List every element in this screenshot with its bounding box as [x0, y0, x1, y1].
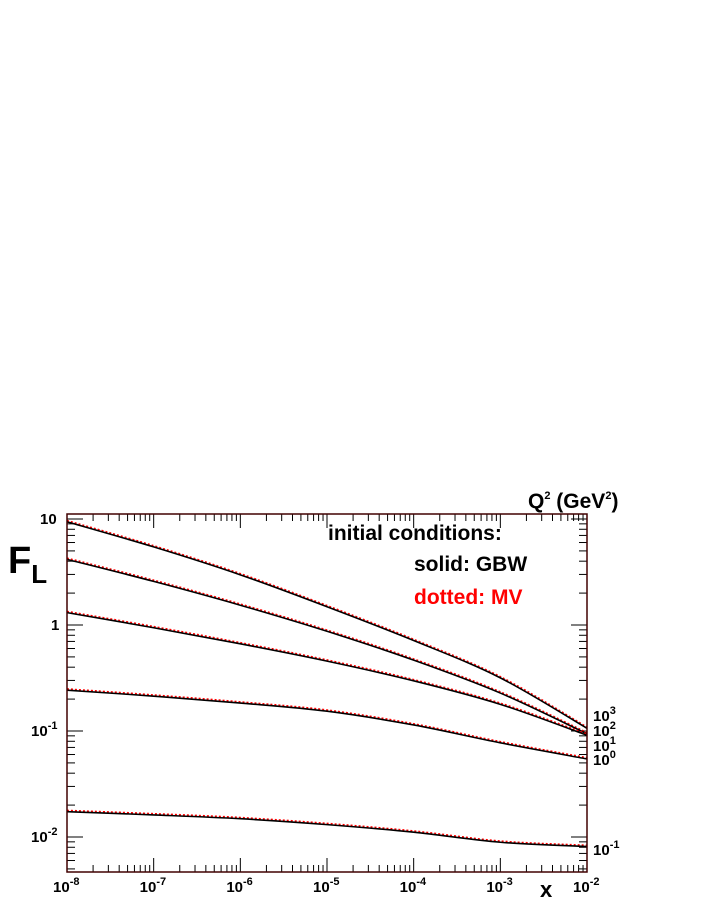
x-tick-exp: -5 [330, 876, 340, 888]
x-axis-label: x [540, 877, 553, 902]
x-tick-base: 10 [53, 879, 70, 896]
curve-label-exp: 2 [610, 720, 616, 732]
x-tick-base: 10 [313, 879, 330, 896]
plot-frame [66, 513, 588, 873]
y-tick-base: 10 [31, 829, 48, 846]
curve-label-base: 10 [593, 752, 610, 769]
mv-curve [66, 688, 588, 759]
x-tick-label: 10-8 [53, 876, 79, 896]
mv-curve [66, 610, 588, 735]
gbw-curve [66, 810, 588, 848]
y-tick-exp: -1 [48, 720, 58, 732]
curves [66, 519, 588, 848]
annotation-title: initial conditions: [328, 522, 502, 545]
legend-title: Q2 (GeV2) [528, 490, 618, 513]
curve-label-base: 10 [593, 842, 610, 859]
gbw-curve [66, 558, 588, 735]
y-tick-label: 10-2 [31, 826, 57, 846]
y-tick-base: 1 [51, 617, 59, 634]
gbw-curve [66, 611, 588, 736]
x-tick-exp: -2 [590, 876, 600, 888]
annotation-solid: solid: GBW [414, 553, 527, 576]
x-tick-label: 10-6 [226, 876, 252, 896]
x-tick-exp: -4 [416, 876, 427, 888]
gbw-curve [66, 520, 588, 729]
x-tick-exp: -8 [70, 876, 80, 888]
x-tick-label: 10-4 [400, 876, 427, 896]
x-tick-base: 10 [400, 879, 417, 896]
curve-label: 103 [593, 705, 616, 725]
curve-label: 100 [593, 749, 616, 769]
curve-label-base: 10 [593, 738, 610, 755]
annotation-dotted: dotted: MV [414, 586, 522, 609]
x-tick-label: 10-2 [573, 876, 599, 896]
mv-curve [66, 557, 588, 734]
x-tick-label: 10-5 [313, 876, 339, 896]
y-tick-exp: -2 [48, 826, 58, 838]
x-tick-exp: -7 [156, 876, 166, 888]
x-tick-labels: 10-8 10-7 10-6 10-5 10-4 10-3 10-2 [53, 876, 599, 896]
curve-label-exp: -1 [610, 839, 620, 851]
x-tick-label: 10-3 [486, 876, 512, 896]
curve-label-base: 10 [593, 708, 610, 725]
x-tick-label: 10-7 [140, 876, 166, 896]
curve-label: 102 [593, 720, 616, 740]
curve-label: 101 [593, 735, 616, 755]
x-tick-exp: -3 [503, 876, 513, 888]
y-tick-label: 10 [40, 511, 57, 528]
y-tick-label: 1 [51, 617, 59, 634]
curve-label-exp: 1 [610, 735, 616, 747]
mv-curve [66, 519, 588, 728]
y-tick-label: 10-1 [31, 720, 57, 740]
y-tick-base: 10 [40, 511, 57, 528]
curve-label-exp: 0 [610, 749, 616, 761]
x-tick-exp: -6 [243, 876, 253, 888]
curve-label: 10-1 [593, 839, 619, 859]
x-tick-base: 10 [226, 879, 243, 896]
x-tick-base: 10 [486, 879, 503, 896]
x-tick-base: 10 [573, 879, 590, 896]
curve-label-exp: 3 [610, 705, 616, 717]
x-tick-base: 10 [140, 879, 157, 896]
gbw-curve [66, 689, 588, 760]
mv-curve [66, 809, 588, 847]
curve-label-base: 10 [593, 723, 610, 740]
y-tick-base: 10 [31, 723, 48, 740]
y-axis-label: FL [8, 540, 47, 589]
